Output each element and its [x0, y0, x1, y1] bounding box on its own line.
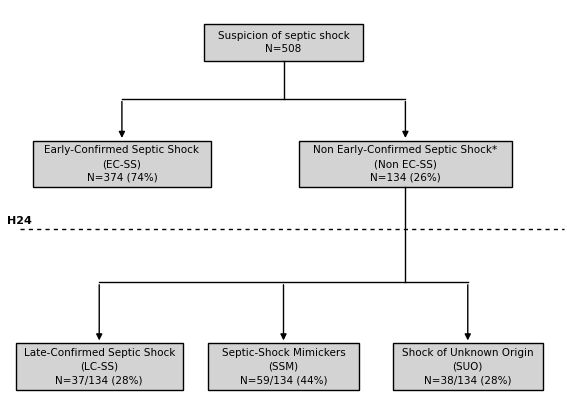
FancyBboxPatch shape: [204, 24, 363, 61]
Text: Early-Confirmed Septic Shock
(EC-SS)
N=374 (74%): Early-Confirmed Septic Shock (EC-SS) N=3…: [44, 145, 200, 183]
FancyBboxPatch shape: [299, 141, 511, 187]
Text: Non Early-Confirmed Septic Shock*
(Non EC-SS)
N=134 (26%): Non Early-Confirmed Septic Shock* (Non E…: [314, 145, 497, 183]
FancyBboxPatch shape: [392, 343, 543, 390]
Text: H24: H24: [7, 215, 32, 226]
FancyBboxPatch shape: [32, 141, 211, 187]
FancyBboxPatch shape: [15, 343, 183, 390]
Text: Suspicion of septic shock
N=508: Suspicion of septic shock N=508: [218, 31, 349, 54]
FancyBboxPatch shape: [209, 343, 359, 390]
Text: Shock of Unknown Origin
(SUO)
N=38/134 (28%): Shock of Unknown Origin (SUO) N=38/134 (…: [402, 348, 534, 385]
Text: Septic-Shock Mimickers
(SSM)
N=59/134 (44%): Septic-Shock Mimickers (SSM) N=59/134 (4…: [222, 348, 345, 385]
Text: Late-Confirmed Septic Shock
(LC-SS)
N=37/134 (28%): Late-Confirmed Septic Shock (LC-SS) N=37…: [24, 348, 175, 385]
